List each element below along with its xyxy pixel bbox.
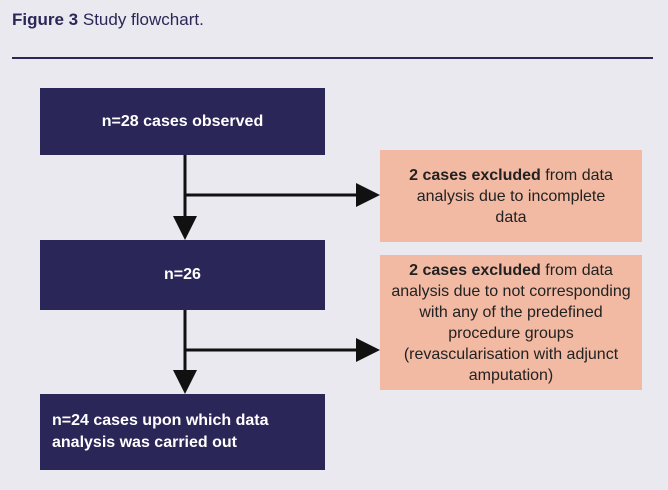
exclusion-box: 2 cases excluded from data analysis due …	[380, 255, 642, 390]
exclusion-text: from data analysis due to not correspond…	[391, 261, 631, 384]
exclusion-bold: 2 cases excluded	[409, 261, 541, 279]
flow-node: n=26	[40, 240, 325, 310]
figure-title: Figure 3 Study flowchart.	[12, 10, 204, 30]
flow-node: n=28 cases observed	[40, 88, 325, 155]
flow-node: n=24 cases upon which data analysis was …	[40, 394, 325, 470]
figure-label: Figure 3	[12, 10, 79, 29]
exclusion-box: 2 cases excluded from data analysis due …	[380, 150, 642, 242]
exclusion-bold: 2 cases excluded	[409, 166, 541, 184]
figure-caption: Study flowchart.	[82, 10, 204, 29]
title-rule	[12, 57, 653, 59]
exclusion-text: from data analysis due to incomplete dat…	[416, 166, 613, 226]
